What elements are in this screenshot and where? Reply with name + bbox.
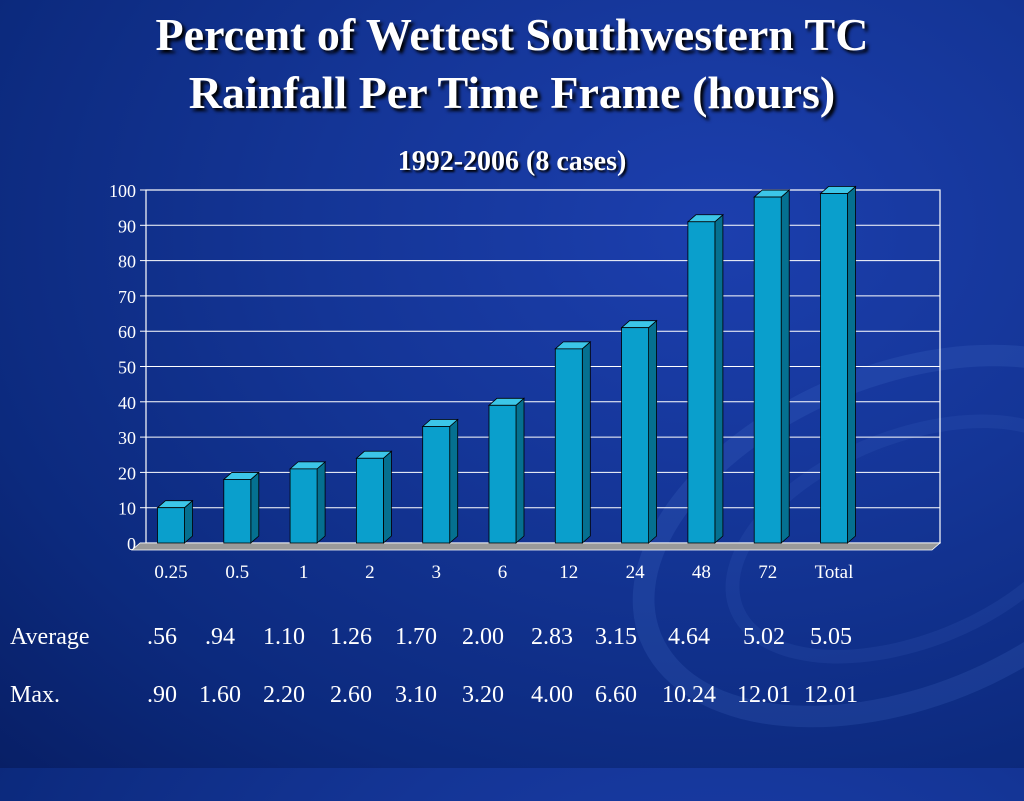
average-value: 5.05 bbox=[810, 624, 852, 650]
bar bbox=[289, 468, 318, 544]
max-value: 3.20 bbox=[462, 682, 504, 708]
bar-side bbox=[648, 319, 657, 544]
x-tick-label: 0.5 bbox=[225, 562, 249, 583]
chart-floor bbox=[130, 542, 942, 551]
max-value: 10.24 bbox=[662, 682, 716, 708]
bar bbox=[621, 327, 649, 544]
y-tick-label: 30 bbox=[118, 428, 136, 448]
average-value: 3.15 bbox=[595, 624, 637, 650]
average-value: 1.26 bbox=[330, 624, 372, 650]
slide-subtitle: 1992-2006 (8 cases) bbox=[397, 146, 627, 177]
max-value: 2.60 bbox=[330, 682, 372, 708]
average-value: 4.64 bbox=[668, 624, 710, 650]
bar-side bbox=[449, 418, 459, 544]
bar bbox=[554, 348, 583, 544]
bar bbox=[223, 479, 252, 544]
y-tick-label: 0 bbox=[127, 534, 136, 554]
x-tick-label: 48 bbox=[692, 562, 711, 583]
max-value: 6.60 bbox=[595, 682, 637, 708]
x-tick-label: 1 bbox=[299, 562, 309, 583]
x-tick-label: 6 bbox=[498, 562, 508, 583]
bar bbox=[753, 196, 782, 544]
max-value: 12.01 bbox=[737, 682, 791, 708]
max-value: 2.20 bbox=[263, 682, 305, 708]
average-value: 2.00 bbox=[462, 624, 504, 650]
bar-side bbox=[250, 471, 260, 544]
bar-side bbox=[780, 189, 790, 544]
max-value: .90 bbox=[147, 682, 177, 708]
bar bbox=[422, 426, 451, 544]
y-tick-label: 100 bbox=[109, 181, 136, 201]
bar bbox=[820, 193, 848, 544]
y-tick-label: 90 bbox=[118, 216, 136, 236]
average-value: 1.10 bbox=[263, 624, 305, 650]
title-line-2: Rainfall Per Time Frame (hours) bbox=[188, 67, 836, 118]
slide-title: Percent of Wettest Southwestern TC Rainf… bbox=[0, 6, 1024, 122]
bar-side bbox=[382, 450, 392, 544]
y-tick-label: 20 bbox=[118, 463, 136, 483]
x-tick-label: 2 bbox=[365, 562, 375, 583]
y-tick-label: 70 bbox=[118, 287, 136, 307]
y-tick-label: 60 bbox=[118, 322, 136, 342]
y-tick-label: 40 bbox=[118, 393, 136, 413]
x-tick-label: Total bbox=[815, 562, 854, 583]
y-tick-label: 10 bbox=[118, 499, 136, 519]
max-value: 1.60 bbox=[199, 682, 241, 708]
bar bbox=[157, 507, 185, 544]
bar bbox=[355, 457, 384, 544]
x-tick-label: 0.25 bbox=[154, 562, 187, 583]
average-value: 2.83 bbox=[531, 624, 573, 650]
bar-side bbox=[847, 185, 856, 544]
y-tick-label: 80 bbox=[118, 252, 136, 272]
bar-side bbox=[714, 213, 724, 544]
max-value: 3.10 bbox=[395, 682, 437, 708]
average-value: .56 bbox=[147, 624, 177, 650]
max-row-label: Max. bbox=[10, 682, 60, 708]
bar bbox=[687, 221, 716, 544]
x-tick-label: 72 bbox=[758, 562, 777, 583]
x-tick-label: 3 bbox=[431, 562, 441, 583]
bar-side bbox=[515, 397, 525, 544]
bar bbox=[488, 404, 517, 544]
title-line-1: Percent of Wettest Southwestern TC bbox=[155, 9, 869, 60]
bar-side bbox=[316, 460, 326, 544]
x-tick-label: 24 bbox=[626, 562, 646, 583]
average-value: 5.02 bbox=[743, 624, 785, 650]
max-value: 4.00 bbox=[531, 682, 573, 708]
average-row-label: Average bbox=[10, 624, 90, 650]
x-tick-label: 12 bbox=[559, 562, 578, 583]
bar-side bbox=[581, 340, 591, 544]
average-value: 1.70 bbox=[395, 624, 437, 650]
y-tick-label: 50 bbox=[118, 358, 136, 378]
max-value: 12.01 bbox=[804, 682, 858, 708]
average-value: .94 bbox=[205, 624, 235, 650]
